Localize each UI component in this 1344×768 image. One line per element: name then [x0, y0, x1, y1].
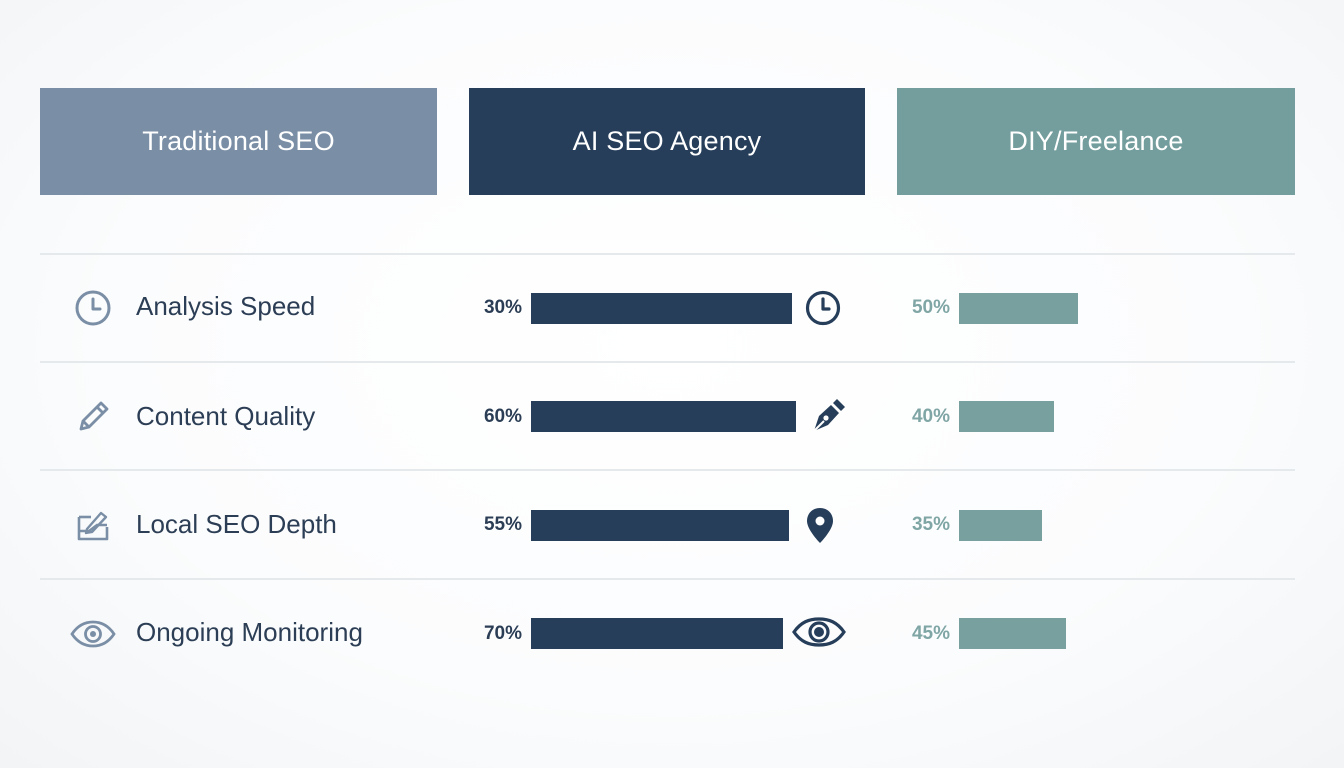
diy-value-label: 40% [911, 406, 950, 427]
diy-value-label: 50% [911, 297, 950, 318]
clock-icon [800, 285, 846, 331]
column-header-diy-freelance: DIY/Freelance [897, 88, 1295, 195]
column-header-traditional-seo: Traditional SEO [40, 88, 437, 195]
agency-bar-analysis-speed [531, 293, 792, 324]
agency-bar-content-quality [531, 401, 796, 432]
diy-value-label: 45% [911, 623, 950, 644]
diy-bar-local-seo-depth [959, 510, 1042, 541]
row-label-ongoing-monitoring: Ongoing Monitoring [136, 617, 363, 647]
row-label-content-quality: Content Quality [136, 401, 316, 431]
row-divider [40, 253, 1295, 255]
column-header-label: Traditional SEO [142, 126, 335, 156]
row-label-analysis-speed: Analysis Speed [136, 291, 316, 321]
clock-icon [70, 285, 116, 331]
agency-value-label: 70% [483, 623, 522, 644]
agency-value-label: 55% [483, 514, 522, 535]
pencil-icon [70, 393, 116, 439]
column-header-label: DIY/Freelance [1008, 126, 1184, 156]
agency-bar-ongoing-monitoring [531, 618, 783, 649]
diy-bar-ongoing-monitoring [959, 618, 1066, 649]
agency-value-label: 60% [483, 406, 522, 427]
diy-value-label: 35% [911, 514, 950, 535]
map-pin-icon [797, 502, 843, 548]
map-edit-icon [70, 502, 116, 548]
column-header-label: AI SEO Agency [572, 126, 762, 156]
eye-icon [70, 611, 116, 657]
row-divider [40, 361, 1295, 363]
agency-bar-local-seo-depth [531, 510, 789, 541]
diy-bar-content-quality [959, 401, 1054, 432]
row-label-local-seo-depth: Local SEO Depth [136, 509, 337, 539]
column-header-ai-seo-agency: AI SEO Agency [469, 88, 865, 195]
diy-bar-analysis-speed [959, 293, 1078, 324]
row-divider [40, 469, 1295, 471]
row-divider [40, 578, 1295, 580]
eye-icon [791, 609, 847, 655]
pen-nib-icon [804, 393, 850, 439]
agency-value-label: 30% [483, 297, 522, 318]
